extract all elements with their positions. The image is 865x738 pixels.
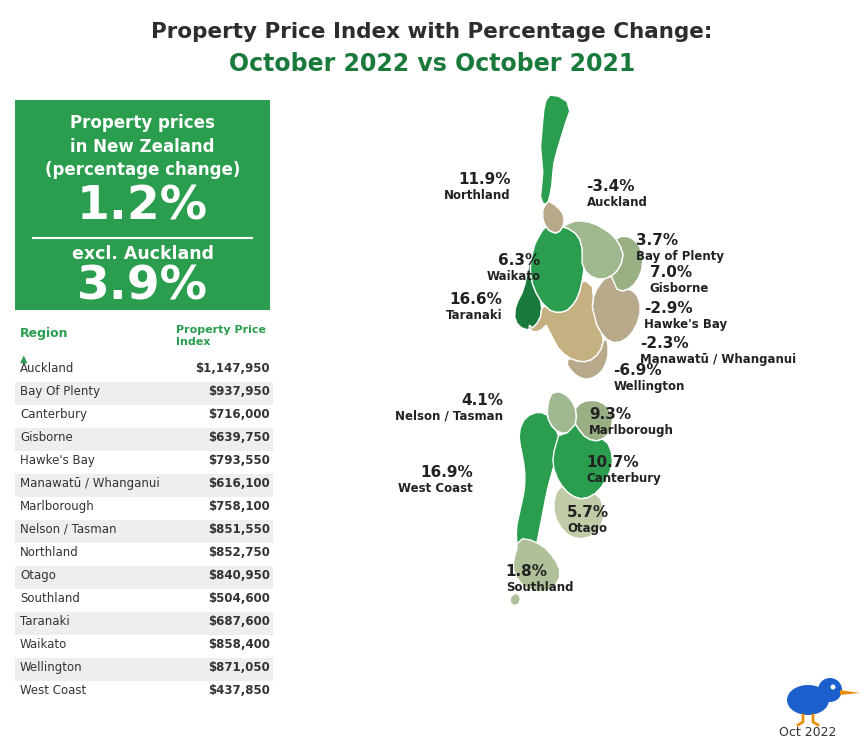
Text: excl. Auckland: excl. Auckland [72, 245, 214, 263]
Polygon shape [609, 236, 643, 291]
Polygon shape [529, 281, 604, 362]
Bar [15, 612, 273, 635]
Bar [15, 658, 273, 681]
Text: Northland: Northland [20, 546, 79, 559]
Text: Manawatū / Whanganui: Manawatū / Whanganui [640, 354, 796, 366]
Text: Taranaki: Taranaki [445, 309, 503, 323]
Text: Auckland: Auckland [586, 196, 648, 209]
Circle shape [818, 678, 842, 702]
Ellipse shape [787, 685, 829, 715]
Text: $851,550: $851,550 [208, 523, 270, 536]
Text: $639,750: $639,750 [208, 431, 270, 444]
FancyBboxPatch shape [15, 100, 270, 310]
Text: 1.2%: 1.2% [77, 184, 208, 229]
Polygon shape [530, 227, 584, 312]
Text: Auckland: Auckland [20, 362, 74, 375]
Text: Canterbury: Canterbury [586, 472, 662, 485]
Text: $1,147,950: $1,147,950 [195, 362, 270, 375]
Text: -3.4%: -3.4% [586, 179, 635, 193]
Text: $687,600: $687,600 [208, 615, 270, 628]
Text: $871,050: $871,050 [208, 661, 270, 674]
Text: Property Price Index with Percentage Change:: Property Price Index with Percentage Cha… [151, 22, 713, 42]
Polygon shape [514, 539, 560, 591]
Text: Bay of Plenty: Bay of Plenty [636, 250, 724, 263]
Text: 16.6%: 16.6% [450, 292, 503, 308]
Text: $840,950: $840,950 [208, 569, 270, 582]
Bar [15, 520, 273, 543]
Text: $437,850: $437,850 [208, 684, 270, 697]
Text: $758,100: $758,100 [208, 500, 270, 513]
Text: $852,750: $852,750 [208, 546, 270, 559]
Text: 4.1%: 4.1% [461, 393, 503, 408]
Text: Bay Of Plenty: Bay Of Plenty [20, 385, 100, 398]
Polygon shape [553, 424, 612, 499]
Text: Waikato: Waikato [486, 269, 541, 283]
Text: Hawke's Bay: Hawke's Bay [20, 454, 95, 467]
Text: Otago: Otago [20, 569, 56, 582]
Text: Wellington: Wellington [20, 661, 83, 674]
Text: Taranaki: Taranaki [20, 615, 70, 628]
Bar [15, 474, 273, 497]
Text: Southland: Southland [506, 582, 573, 595]
Text: Region: Region [20, 327, 68, 340]
Text: Marlborough: Marlborough [589, 424, 674, 437]
Text: ▲: ▲ [20, 354, 28, 364]
Text: Gisborne: Gisborne [650, 283, 709, 295]
Polygon shape [593, 276, 640, 342]
Text: 11.9%: 11.9% [458, 172, 510, 187]
Polygon shape [541, 95, 570, 204]
Text: Northland: Northland [444, 189, 510, 202]
Text: 3.9%: 3.9% [77, 265, 208, 310]
Text: October 2022 vs October 2021: October 2022 vs October 2021 [229, 52, 635, 76]
Text: $858,400: $858,400 [208, 638, 270, 651]
Polygon shape [567, 339, 608, 379]
Text: $716,000: $716,000 [208, 408, 270, 421]
Bar [15, 382, 273, 405]
Text: $937,950: $937,950 [208, 385, 270, 398]
Text: Canterbury: Canterbury [20, 408, 87, 421]
Text: Waikato: Waikato [20, 638, 67, 651]
Circle shape [830, 685, 836, 689]
Polygon shape [515, 261, 541, 330]
Polygon shape [554, 486, 604, 539]
Text: 5.7%: 5.7% [567, 505, 609, 520]
Polygon shape [840, 690, 860, 695]
Text: Southland: Southland [20, 592, 80, 605]
Bar [15, 566, 273, 589]
Text: -2.3%: -2.3% [640, 337, 689, 351]
Text: 3.7%: 3.7% [636, 233, 678, 248]
Text: Oct 2022: Oct 2022 [779, 726, 836, 738]
Polygon shape [575, 401, 612, 441]
Text: $793,550: $793,550 [208, 454, 270, 467]
Text: Property Price
Index: Property Price Index [176, 325, 266, 348]
Text: Nelson / Tasman: Nelson / Tasman [395, 410, 503, 423]
Polygon shape [548, 392, 576, 433]
Text: West Coast: West Coast [20, 684, 87, 697]
Polygon shape [516, 413, 559, 565]
Text: 16.9%: 16.9% [420, 465, 473, 480]
Text: Wellington: Wellington [613, 380, 685, 393]
Polygon shape [510, 593, 521, 606]
Text: 10.7%: 10.7% [586, 455, 639, 470]
Text: -6.9%: -6.9% [613, 363, 663, 378]
Text: $616,100: $616,100 [208, 477, 270, 490]
Text: West Coast: West Coast [399, 482, 473, 494]
Text: $504,600: $504,600 [208, 592, 270, 605]
Polygon shape [542, 201, 564, 233]
Text: 7.0%: 7.0% [650, 266, 692, 280]
Text: Manawatū / Whanganui: Manawatū / Whanganui [20, 477, 160, 490]
Text: -2.9%: -2.9% [644, 301, 693, 316]
Text: Nelson / Tasman: Nelson / Tasman [20, 523, 117, 536]
Text: 9.3%: 9.3% [589, 407, 631, 422]
Text: Gisborne: Gisborne [20, 431, 73, 444]
Text: Marlborough: Marlborough [20, 500, 95, 513]
Polygon shape [563, 221, 623, 279]
Text: Otago: Otago [567, 522, 607, 534]
Text: 6.3%: 6.3% [498, 252, 541, 268]
Text: Property prices
in New Zealand
(percentage change): Property prices in New Zealand (percenta… [45, 114, 240, 179]
Bar [15, 428, 273, 451]
Text: Hawke's Bay: Hawke's Bay [644, 318, 727, 331]
Text: 1.8%: 1.8% [506, 565, 548, 579]
